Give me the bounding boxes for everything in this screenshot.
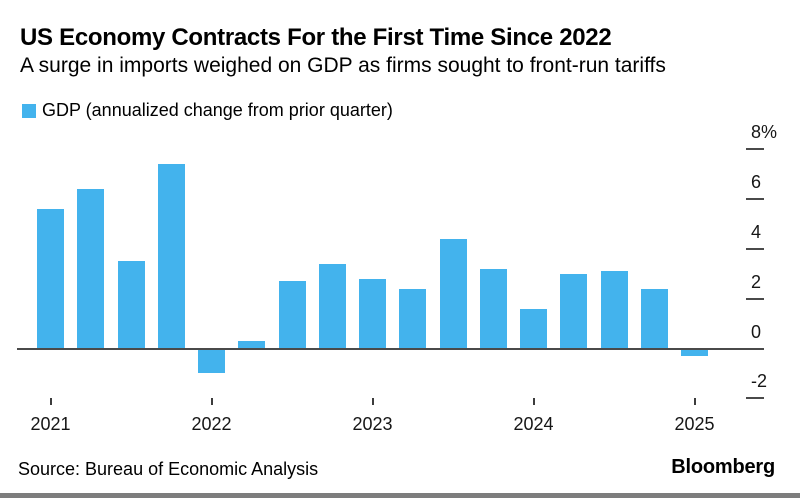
x-axis-label-2022: 2022 [191,414,232,434]
x-axis-label-2024: 2024 [513,414,554,434]
bar-2022-q2 [238,341,266,349]
y-axis-label-6: 6 [751,172,762,193]
x-axis-tick-2021 [49,398,52,405]
x-axis-tick-2023 [371,398,374,405]
bloomberg-logo: Bloomberg [671,456,775,478]
y-axis-tick-6 [746,198,764,201]
y-axis-label-2: 2 [751,271,762,292]
chart-title: US Economy Contracts For the First Time … [20,24,612,51]
y-axis-label-8: 8% [751,122,778,143]
x-axis-label-2025: 2025 [674,414,715,434]
x-axis-tick-2022 [210,398,213,405]
chart-subtitle: A surge in imports weighed on GDP as fir… [20,54,666,77]
y-axis-label-4: 4 [751,221,762,242]
x-axis-label-2021: 2021 [30,414,71,434]
bar-2023-q3 [439,238,467,349]
bar-2021-q1 [37,209,64,349]
bar-2024-q1 [520,308,547,349]
y-axis-tick-4 [746,247,764,250]
bar-2024-q3 [600,271,628,349]
bar-2023-q4 [479,268,507,349]
legend-label: GDP (annualized change from prior quarte… [42,100,393,120]
bar-2021-q4 [157,164,185,349]
y-axis-label-0: 0 [751,321,762,342]
y-axis-tick-8 [746,148,764,151]
x-axis-tick-2025 [693,398,696,405]
bar-2023-q1 [359,278,386,349]
legend: GDP (annualized change from prior quarte… [22,100,393,121]
x-axis-tick-2024 [532,398,535,405]
bar-2024-q2 [560,273,588,349]
bottom-edge-strip [0,493,800,498]
source-note: Source: Bureau of Economic Analysis [18,459,319,479]
bar-2022-q4 [318,263,346,349]
bar-2025-q1 [681,348,708,356]
bar-2022-q3 [278,281,306,349]
y-axis-label--2: -2 [751,371,768,392]
legend-swatch-icon [22,103,36,118]
bar-2024-q4 [640,288,668,349]
y-axis-tick-2 [746,297,764,300]
zero-axis-line [17,347,764,350]
bar-2023-q2 [399,288,427,349]
x-axis-label-2023: 2023 [352,414,393,434]
bar-2022-q1 [198,348,225,374]
bar-2021-q3 [117,261,145,349]
bar-2021-q2 [77,189,105,349]
y-axis-tick--2 [746,397,764,400]
